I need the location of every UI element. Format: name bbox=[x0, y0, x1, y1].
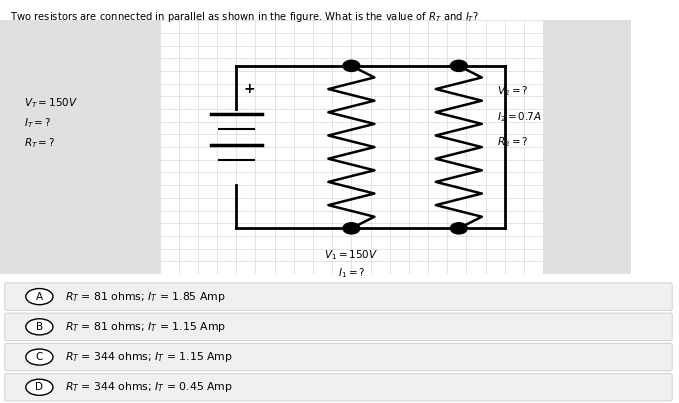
Text: $R_T$ = 81 ohms; $I_T$ = 1.15 Amp: $R_T$ = 81 ohms; $I_T$ = 1.15 Amp bbox=[65, 320, 225, 334]
Text: B: B bbox=[36, 322, 43, 332]
Circle shape bbox=[343, 223, 360, 234]
Text: $V_2 = ?$: $V_2 = ?$ bbox=[497, 84, 529, 98]
Text: $R_2 = ?$: $R_2 = ?$ bbox=[497, 135, 529, 149]
Text: $R_T$ = 344 ohms; $I_T$ = 0.45 Amp: $R_T$ = 344 ohms; $I_T$ = 0.45 Amp bbox=[65, 380, 232, 394]
Text: $I_T = ?$: $I_T = ?$ bbox=[24, 116, 51, 130]
Text: D: D bbox=[35, 382, 43, 392]
Text: $R_1 = 130\Omega$: $R_1 = 130\Omega$ bbox=[325, 284, 378, 298]
Text: +: + bbox=[244, 82, 255, 96]
Text: $I_2 = 0.7A$: $I_2 = 0.7A$ bbox=[497, 110, 542, 124]
Text: $R_T = ?$: $R_T = ?$ bbox=[24, 136, 55, 150]
Text: $V_T = 150V$: $V_T = 150V$ bbox=[24, 96, 78, 110]
Text: $R_T$ = 344 ohms; $I_T$ = 1.15 Amp: $R_T$ = 344 ohms; $I_T$ = 1.15 Amp bbox=[65, 350, 232, 364]
Text: Two resistors are connected in parallel as shown in the figure. What is the valu: Two resistors are connected in parallel … bbox=[10, 10, 479, 24]
Circle shape bbox=[450, 60, 467, 71]
Text: $V_1 = 150V$: $V_1 = 150V$ bbox=[325, 249, 378, 262]
Text: A: A bbox=[36, 292, 43, 301]
Circle shape bbox=[343, 60, 360, 71]
Text: $R_T$ = 81 ohms; $I_T$ = 1.85 Amp: $R_T$ = 81 ohms; $I_T$ = 1.85 Amp bbox=[65, 290, 225, 303]
Text: •••: ••• bbox=[630, 27, 652, 40]
Text: C: C bbox=[36, 352, 43, 362]
Text: $I_1 = ?$: $I_1 = ?$ bbox=[337, 266, 365, 280]
Circle shape bbox=[450, 223, 467, 234]
